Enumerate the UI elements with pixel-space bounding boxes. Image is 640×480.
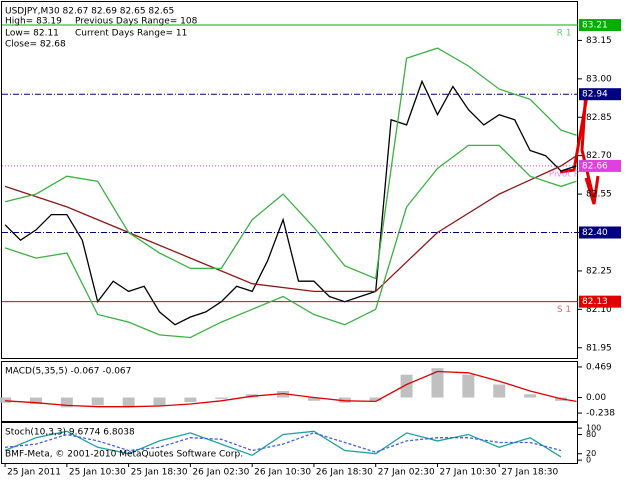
histogram-bar: [369, 397, 382, 401]
x-tick-label: 25 Jan 10:30: [69, 468, 126, 478]
histogram-bar: [462, 374, 475, 398]
histogram-bar: [493, 384, 506, 398]
y-tick-label: 81.95: [586, 343, 612, 353]
series-line: [4, 155, 577, 293]
histogram-bar: [122, 397, 135, 408]
y-tick-label: 82.10: [586, 305, 612, 315]
series-line: [5, 370, 577, 408]
y-tick-label: 0.00: [586, 393, 606, 403]
y-tick-label: 100: [586, 424, 601, 433]
histogram-bar: [277, 391, 290, 398]
level-label: 83.21: [582, 21, 608, 31]
level-label: 82.40: [582, 228, 608, 238]
arrow-annotation: [559, 89, 590, 174]
copyright: BMF-Meta, © 2001-2010 MetaQuotes Softwar…: [5, 450, 243, 460]
y-tick-label: 82.70: [586, 151, 612, 161]
histogram-bar: [184, 397, 197, 403]
histogram-bar: [60, 397, 73, 408]
histogram-bar: [0, 397, 12, 403]
level-box: [579, 88, 621, 101]
x-tick-label: 25 Jan 2011: [7, 468, 61, 478]
x-tick-label: 25 Jan 18:30: [131, 468, 188, 478]
y-tick-label: 82.25: [586, 266, 612, 276]
panel-title: USDJPY,M30 82.67 82.69 82.65 82.65: [5, 7, 174, 17]
y-tick-label: 82.85: [586, 113, 612, 123]
level-label: 82.66: [582, 161, 608, 171]
y-tick-label: 80: [586, 430, 596, 439]
info-label: Current Days Range= 11: [75, 29, 187, 39]
series-line: [5, 432, 562, 453]
panel-title: Stoch(10,3,3) 9.6774 6.8038: [5, 428, 135, 438]
macd-panel: [1, 361, 578, 422]
histogram-bar: [29, 397, 42, 405]
histogram-bar: [153, 397, 166, 407]
x-tick-label: 27 Jan 18:30: [501, 468, 558, 478]
x-tick-label: 26 Jan 10:30: [254, 468, 311, 478]
level-box: [579, 19, 621, 32]
y-tick-label: 0.469: [586, 362, 612, 372]
level-label: 82.13: [582, 297, 608, 307]
info-label: Previous Days Range= 108: [75, 17, 198, 27]
level-label: 82.94: [582, 90, 608, 100]
level-box: [579, 159, 621, 172]
x-tick-label: 27 Jan 02:30: [378, 468, 435, 478]
y-tick-label: 20: [586, 449, 596, 458]
histogram-bar: [215, 397, 228, 399]
histogram-bar: [307, 397, 320, 401]
series-line: [4, 79, 577, 326]
histogram-bar: [524, 394, 537, 398]
level-name: S 1: [557, 305, 571, 315]
histogram-bar: [400, 374, 413, 398]
level-box: [579, 295, 621, 308]
level-box: [579, 226, 621, 239]
y-tick-label: 82.55: [586, 190, 612, 200]
y-tick-label: 83.00: [586, 74, 612, 84]
series-line: [4, 144, 577, 339]
stoch-panel: [1, 422, 578, 464]
series-line: [4, 47, 577, 280]
histogram-bar: [431, 368, 444, 398]
level-name: R 1: [557, 29, 572, 39]
info-label: Close= 82.68: [5, 40, 66, 50]
y-tick-label: -0.238: [586, 409, 615, 419]
level-name: Pivot P: [549, 169, 580, 179]
info-label: High= 83.19: [5, 17, 62, 27]
panel-title: MACD(5,35,5) -0.067 -0.067: [5, 367, 131, 377]
histogram-bar: [91, 397, 104, 406]
y-tick-label: 0: [586, 456, 591, 465]
series-line: [4, 430, 562, 458]
main-panel: [1, 1, 578, 359]
histogram-bar: [338, 397, 351, 403]
x-tick-label: 27 Jan 10:30: [439, 468, 496, 478]
x-tick-label: 26 Jan 18:30: [316, 468, 373, 478]
y-tick-label: 83.15: [586, 36, 612, 46]
info-label: Low= 82.11: [5, 29, 59, 39]
x-tick-label: 26 Jan 02:30: [192, 468, 249, 478]
